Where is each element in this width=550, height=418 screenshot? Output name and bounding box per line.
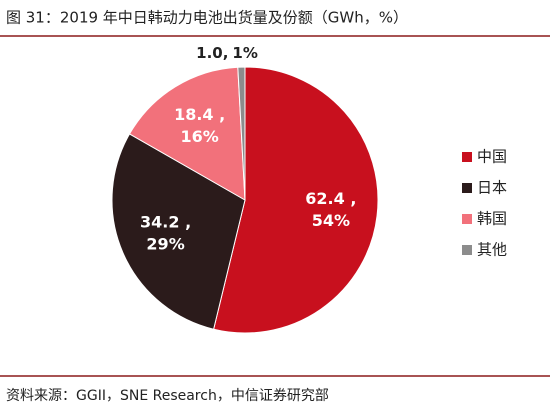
pie-slice [128,66,246,201]
legend-swatch [462,183,472,193]
data-label: 1.0, 1% [196,44,258,62]
legend-label: 中国 [477,148,507,166]
legend-label: 韩国 [477,210,507,228]
value-label: 1.0, [196,44,228,62]
share-label: 16% [180,127,218,146]
value-label: 18.4 , [174,105,225,124]
pie-slice [237,66,246,201]
pie-slice [111,133,246,330]
legend-swatch [462,245,472,255]
chart-title: 图 31：2019 年中日韩动力电池出货量及份额（GWh，%） [6,9,408,27]
value-label: 62.4 , [305,189,356,208]
legend-label: 其他 [477,241,507,259]
share-label: 54% [312,211,350,230]
legend-swatch [462,152,472,162]
pie-slice [212,66,379,334]
share-label: 1% [232,44,257,62]
share-label: 29% [146,235,184,254]
legend-swatch [462,214,472,224]
legend-label: 日本 [477,179,507,197]
value-label: 34.2 , [140,213,191,232]
source: 资料来源：GGII，SNE Research，中信证券研究部 [6,388,329,404]
